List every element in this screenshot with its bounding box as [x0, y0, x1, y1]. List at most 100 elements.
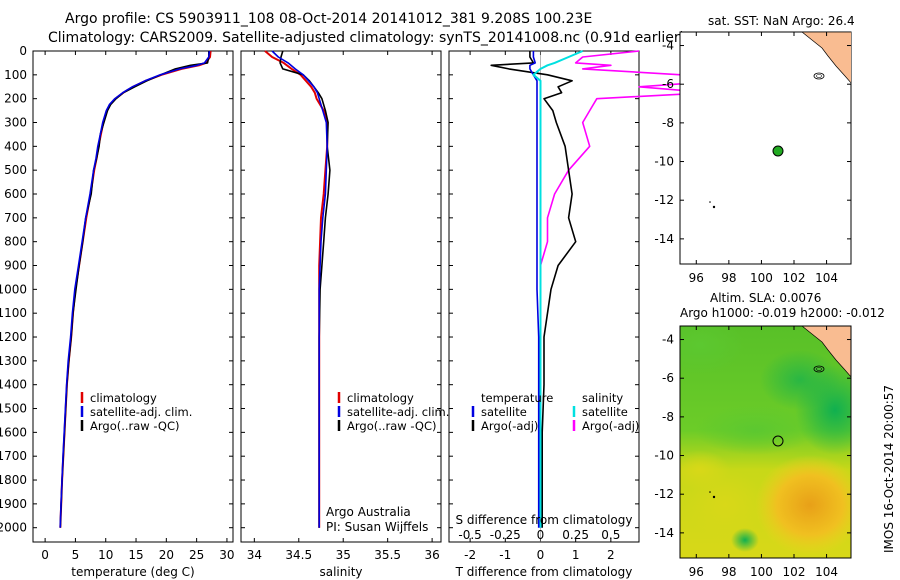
y-tick-label: 1400	[0, 378, 27, 392]
title-line-1: Argo profile: CS 5903911_108 08-Oct-2014…	[65, 11, 592, 27]
legend-t-satellite: satellite	[481, 405, 527, 419]
y-tick-label: 1100	[0, 306, 27, 320]
y-tick-label: 900	[4, 259, 27, 273]
map-y-tick-label: -6	[662, 371, 674, 385]
argo-australia-label: Argo Australia	[326, 505, 411, 519]
x-tick-label: 30	[219, 548, 234, 562]
y-tick-label: 2000	[0, 521, 27, 535]
map-x-tick-label: 96	[689, 565, 704, 579]
s-tick-label: 0	[537, 528, 545, 542]
x-tick-label: 0	[41, 548, 49, 562]
plot-frame	[448, 50, 640, 543]
sst-map-title: sat. SST: NaN Argo: 26.4	[708, 14, 855, 28]
y-tick-label: 0	[19, 44, 27, 58]
s-axis-label: S difference from climatology	[456, 513, 633, 527]
x-tick-label: 5	[72, 548, 80, 562]
y-tick-label: 600	[4, 187, 27, 201]
x-tick-label: 1	[572, 548, 580, 562]
sla-map-title-2: Argo h1000: -0.019 h2000: -0.012	[680, 306, 885, 320]
x-axis-label: salinity	[319, 565, 362, 579]
map-y-tick-label: -8	[662, 116, 674, 130]
y-tick-label: 500	[4, 163, 27, 177]
y-tick-label: 400	[4, 139, 27, 153]
plot-frame	[240, 50, 442, 543]
legend-s-argo: Argo(-adj)	[582, 419, 639, 433]
argo-float-marker	[772, 145, 784, 157]
series-s-satellite	[532, 50, 584, 528]
series-satellite	[59, 50, 211, 528]
legend-satellite: satellite-adj. clim.	[90, 405, 192, 419]
argo-float-marker-sla	[772, 435, 784, 447]
y-tick-label: 1200	[0, 330, 27, 344]
x-tick-label: -1	[499, 548, 511, 562]
legend-header-t: temperature	[481, 391, 553, 405]
series-t-satellite	[529, 51, 540, 528]
y-tick-label: 1500	[0, 402, 27, 416]
map-x-tick-label: 104	[815, 565, 838, 579]
y-tick-label: 200	[4, 92, 27, 106]
map-x-tick-label: 102	[783, 271, 806, 285]
s-tick-label: -0.5	[458, 528, 481, 542]
sla-map-title-1: Altim. SLA: 0.0076	[710, 291, 821, 305]
x-tick-label: 2	[607, 548, 615, 562]
map-y-tick-label: -10	[654, 155, 674, 169]
y-tick-label: 1600	[0, 425, 27, 439]
legend-argo: Argo(..raw -QC)	[347, 419, 437, 433]
map-x-tick-label: 98	[721, 271, 736, 285]
pi-label: PI: Susan Wijffels	[326, 520, 428, 534]
x-tick-label: 35	[336, 548, 351, 562]
map-y-tick-label: -10	[654, 449, 674, 463]
temperature-panel: 0100200300400500600700800900100011001200…	[0, 44, 235, 579]
y-tick-label: 100	[4, 68, 27, 82]
difference-panel: -2 -1 0 1 2T difference from climatologytemp…	[448, 50, 725, 579]
timestamp-label: IMOS 16-Oct-2014 20:00:57	[882, 385, 896, 553]
s-tick-label: 0.5	[601, 528, 620, 542]
series-t-argo	[490, 51, 577, 528]
x-tick-label: 25	[189, 548, 204, 562]
x-tick-label: 0	[537, 548, 545, 562]
map-x-tick-label: 100	[750, 565, 773, 579]
legend-argo: Argo(..raw -QC)	[90, 419, 180, 433]
y-tick-label: 1900	[0, 497, 27, 511]
x-tick-label: -2	[464, 548, 476, 562]
y-tick-label: 300	[4, 116, 27, 130]
legend-t-argo: Argo(-adj)	[481, 419, 538, 433]
series-satellite	[271, 50, 329, 528]
y-tick-label: 1800	[0, 473, 27, 487]
x-tick-label: 36	[424, 548, 439, 562]
x-tick-label: 20	[159, 548, 174, 562]
x-tick-label: 35.5	[374, 548, 401, 562]
x-tick-label: 10	[98, 548, 113, 562]
y-tick-label: 1000	[0, 282, 27, 296]
y-tick-label: 700	[4, 211, 27, 225]
map-y-tick-label: -12	[654, 487, 674, 501]
legend-header-s: salinity	[582, 391, 623, 405]
map-y-tick-label: -6	[662, 77, 674, 91]
s-tick-label: 0.25	[562, 528, 589, 542]
map-x-tick-label: 98	[721, 565, 736, 579]
legend-satellite: satellite-adj. clim.	[347, 405, 449, 419]
map-y-tick-label: -12	[654, 193, 674, 207]
y-tick-label: 800	[4, 235, 27, 249]
legend-s-satellite: satellite	[582, 405, 628, 419]
map-x-tick-label: 104	[815, 271, 838, 285]
x-tick-label: 15	[128, 548, 143, 562]
map-x-tick-label: 100	[750, 271, 773, 285]
map-x-tick-label: 102	[783, 565, 806, 579]
plot-frame	[32, 50, 234, 543]
s-tick-label: -0.25	[490, 528, 521, 542]
map-y-tick-label: -8	[662, 410, 674, 424]
legend-climatology: climatology	[347, 391, 414, 405]
land-shape	[801, 32, 851, 84]
legend-climatology: climatology	[90, 391, 157, 405]
map-y-tick-label: -14	[654, 526, 674, 540]
x-tick-label: 34.5	[285, 548, 312, 562]
x-axis-label: temperature (deg C)	[71, 565, 194, 579]
map-x-tick-label: 96	[689, 271, 704, 285]
salinity-panel: 34 34.5 35 35.5 36 salinity climatologysatelli…	[240, 50, 449, 579]
map-y-tick-label: -4	[662, 333, 674, 347]
title-line-2: Climatology: CARS2009. Satellite-adjuste…	[48, 30, 685, 46]
map-y-tick-label: -14	[654, 232, 674, 246]
sla-map: Altim. SLA: 0.0076 Argo h1000: -0.019 h2…	[654, 291, 885, 579]
